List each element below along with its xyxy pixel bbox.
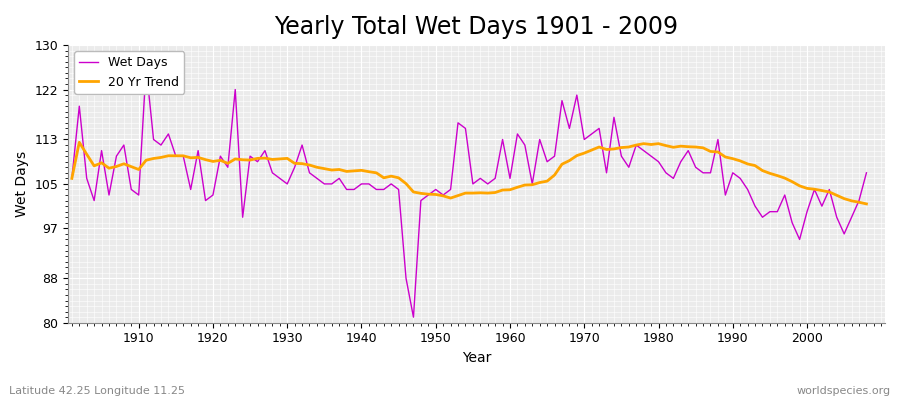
Text: Latitude 42.25 Longitude 11.25: Latitude 42.25 Longitude 11.25 (9, 386, 185, 396)
Wet Days (200, 198, 211, 203)
Legend: Wet Days, 20 Yr Trend: Wet Days, 20 Yr Trend (75, 51, 184, 94)
Title: Yearly Total Wet Days 1901 - 2009: Yearly Total Wet Days 1901 - 2009 (274, 15, 679, 39)
20 Yr Trend (156, 155, 166, 160)
Wet Days (861, 170, 872, 175)
20 Yr Trend (67, 176, 77, 181)
Wet Days (67, 176, 77, 181)
Y-axis label: Wet Days: Wet Days (15, 151, 29, 217)
20 Yr Trend (74, 140, 85, 145)
Wet Days (408, 315, 418, 320)
Line: 20 Yr Trend: 20 Yr Trend (72, 142, 867, 204)
Wet Days (713, 137, 724, 142)
20 Yr Trend (853, 200, 864, 205)
Wet Days (779, 193, 790, 198)
Wet Days (140, 65, 151, 70)
20 Yr Trend (861, 202, 872, 206)
20 Yr Trend (705, 149, 716, 154)
Text: worldspecies.org: worldspecies.org (796, 386, 891, 396)
20 Yr Trend (446, 196, 456, 200)
20 Yr Trend (200, 157, 211, 162)
20 Yr Trend (757, 168, 768, 173)
Wet Days (453, 120, 464, 125)
Wet Days (764, 209, 775, 214)
Wet Days (156, 143, 166, 148)
Line: Wet Days: Wet Days (72, 67, 867, 317)
X-axis label: Year: Year (462, 351, 491, 365)
